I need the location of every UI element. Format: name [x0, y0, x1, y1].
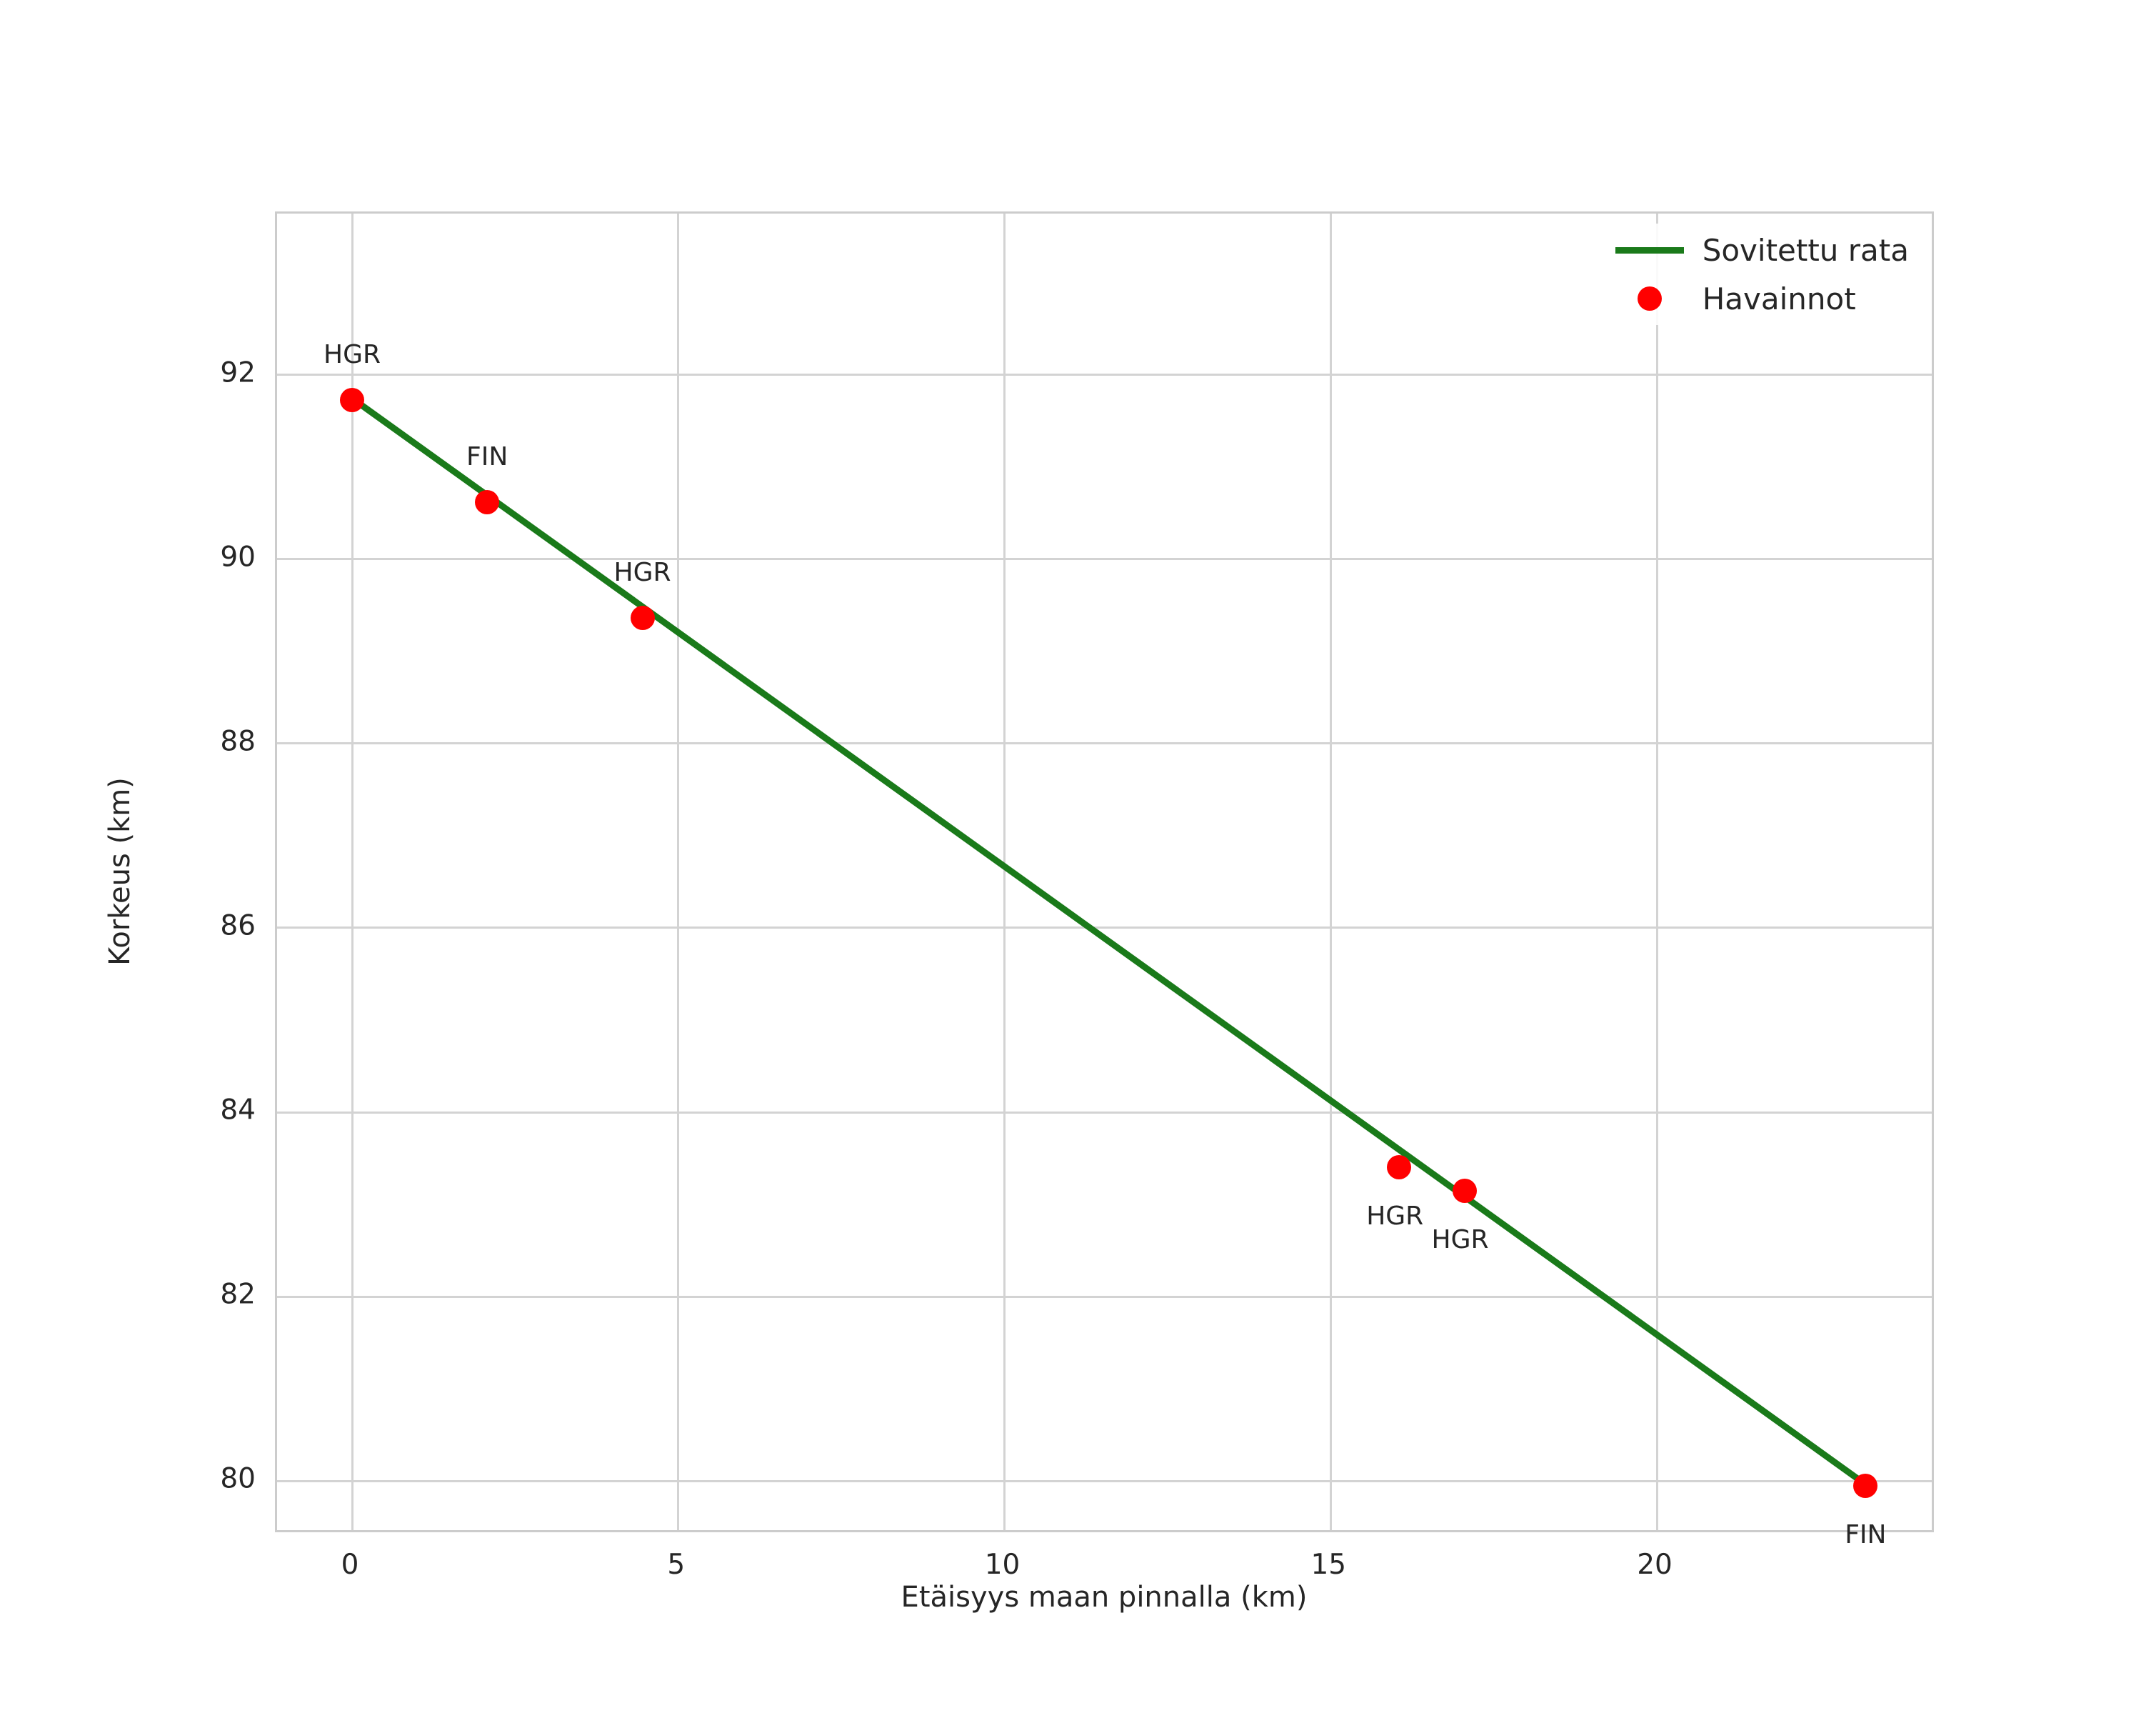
gridline-vertical: [1655, 214, 1658, 1530]
data-point: [1853, 1473, 1878, 1498]
x-tick-label: 5: [667, 1549, 686, 1581]
gridline-horizontal: [277, 742, 1932, 745]
data-point: [630, 606, 655, 631]
y-tick-label: 92: [220, 356, 256, 389]
data-point-label: FIN: [466, 441, 508, 471]
data-point-label: HGR: [1431, 1224, 1489, 1254]
y-tick-label: 90: [220, 541, 256, 574]
x-axis-title: Etäisyys maan pinnalla (km): [901, 1581, 1308, 1614]
gridline-vertical: [677, 214, 680, 1530]
x-tick-label: 20: [1637, 1549, 1673, 1581]
x-tick-label: 15: [1310, 1549, 1347, 1581]
data-point-label: FIN: [1845, 1519, 1887, 1549]
y-tick-label: 82: [220, 1278, 256, 1311]
fitted-trajectory-line: [349, 395, 1865, 1485]
legend-line-swatch-icon: [1615, 246, 1684, 254]
x-tick-label: 10: [984, 1549, 1021, 1581]
y-tick-label: 84: [220, 1094, 256, 1127]
legend-item: Havainnot: [1615, 281, 1909, 316]
chart-legend: Sovitettu rata Havainnot: [1605, 224, 1922, 325]
y-tick-label: 88: [220, 725, 256, 758]
x-tick-label: 0: [341, 1549, 359, 1581]
legend-dot-shape-icon: [1637, 286, 1662, 311]
gridline-horizontal: [277, 558, 1932, 561]
gridline-horizontal: [277, 1479, 1932, 1482]
legend-dot-swatch-icon: [1615, 286, 1684, 311]
data-point-label: HGR: [1366, 1202, 1424, 1232]
gridline-horizontal: [277, 374, 1932, 376]
data-point: [1387, 1155, 1412, 1180]
legend-label: Havainnot: [1702, 281, 1856, 316]
gridline-vertical: [1329, 214, 1332, 1530]
data-point-label: HGR: [324, 339, 381, 369]
gridline-horizontal: [277, 1111, 1932, 1114]
gridline-vertical: [1003, 214, 1006, 1530]
gridline-horizontal: [277, 1295, 1932, 1298]
plot-area: HGR FIN HGR HGR HGR FIN Sovitettu rata Havainn…: [275, 211, 1934, 1549]
y-axis-title: Korkeus (km): [104, 777, 136, 966]
data-point-label: HGR: [613, 558, 671, 588]
data-point: [1452, 1178, 1477, 1203]
legend-label: Sovitettu rata: [1702, 232, 1909, 268]
data-point: [340, 387, 365, 412]
legend-item: Sovitettu rata: [1615, 232, 1909, 268]
y-tick-label: 86: [220, 909, 256, 942]
data-point: [475, 489, 500, 514]
y-tick-label: 80: [220, 1462, 256, 1495]
gridline-horizontal: [277, 927, 1932, 929]
